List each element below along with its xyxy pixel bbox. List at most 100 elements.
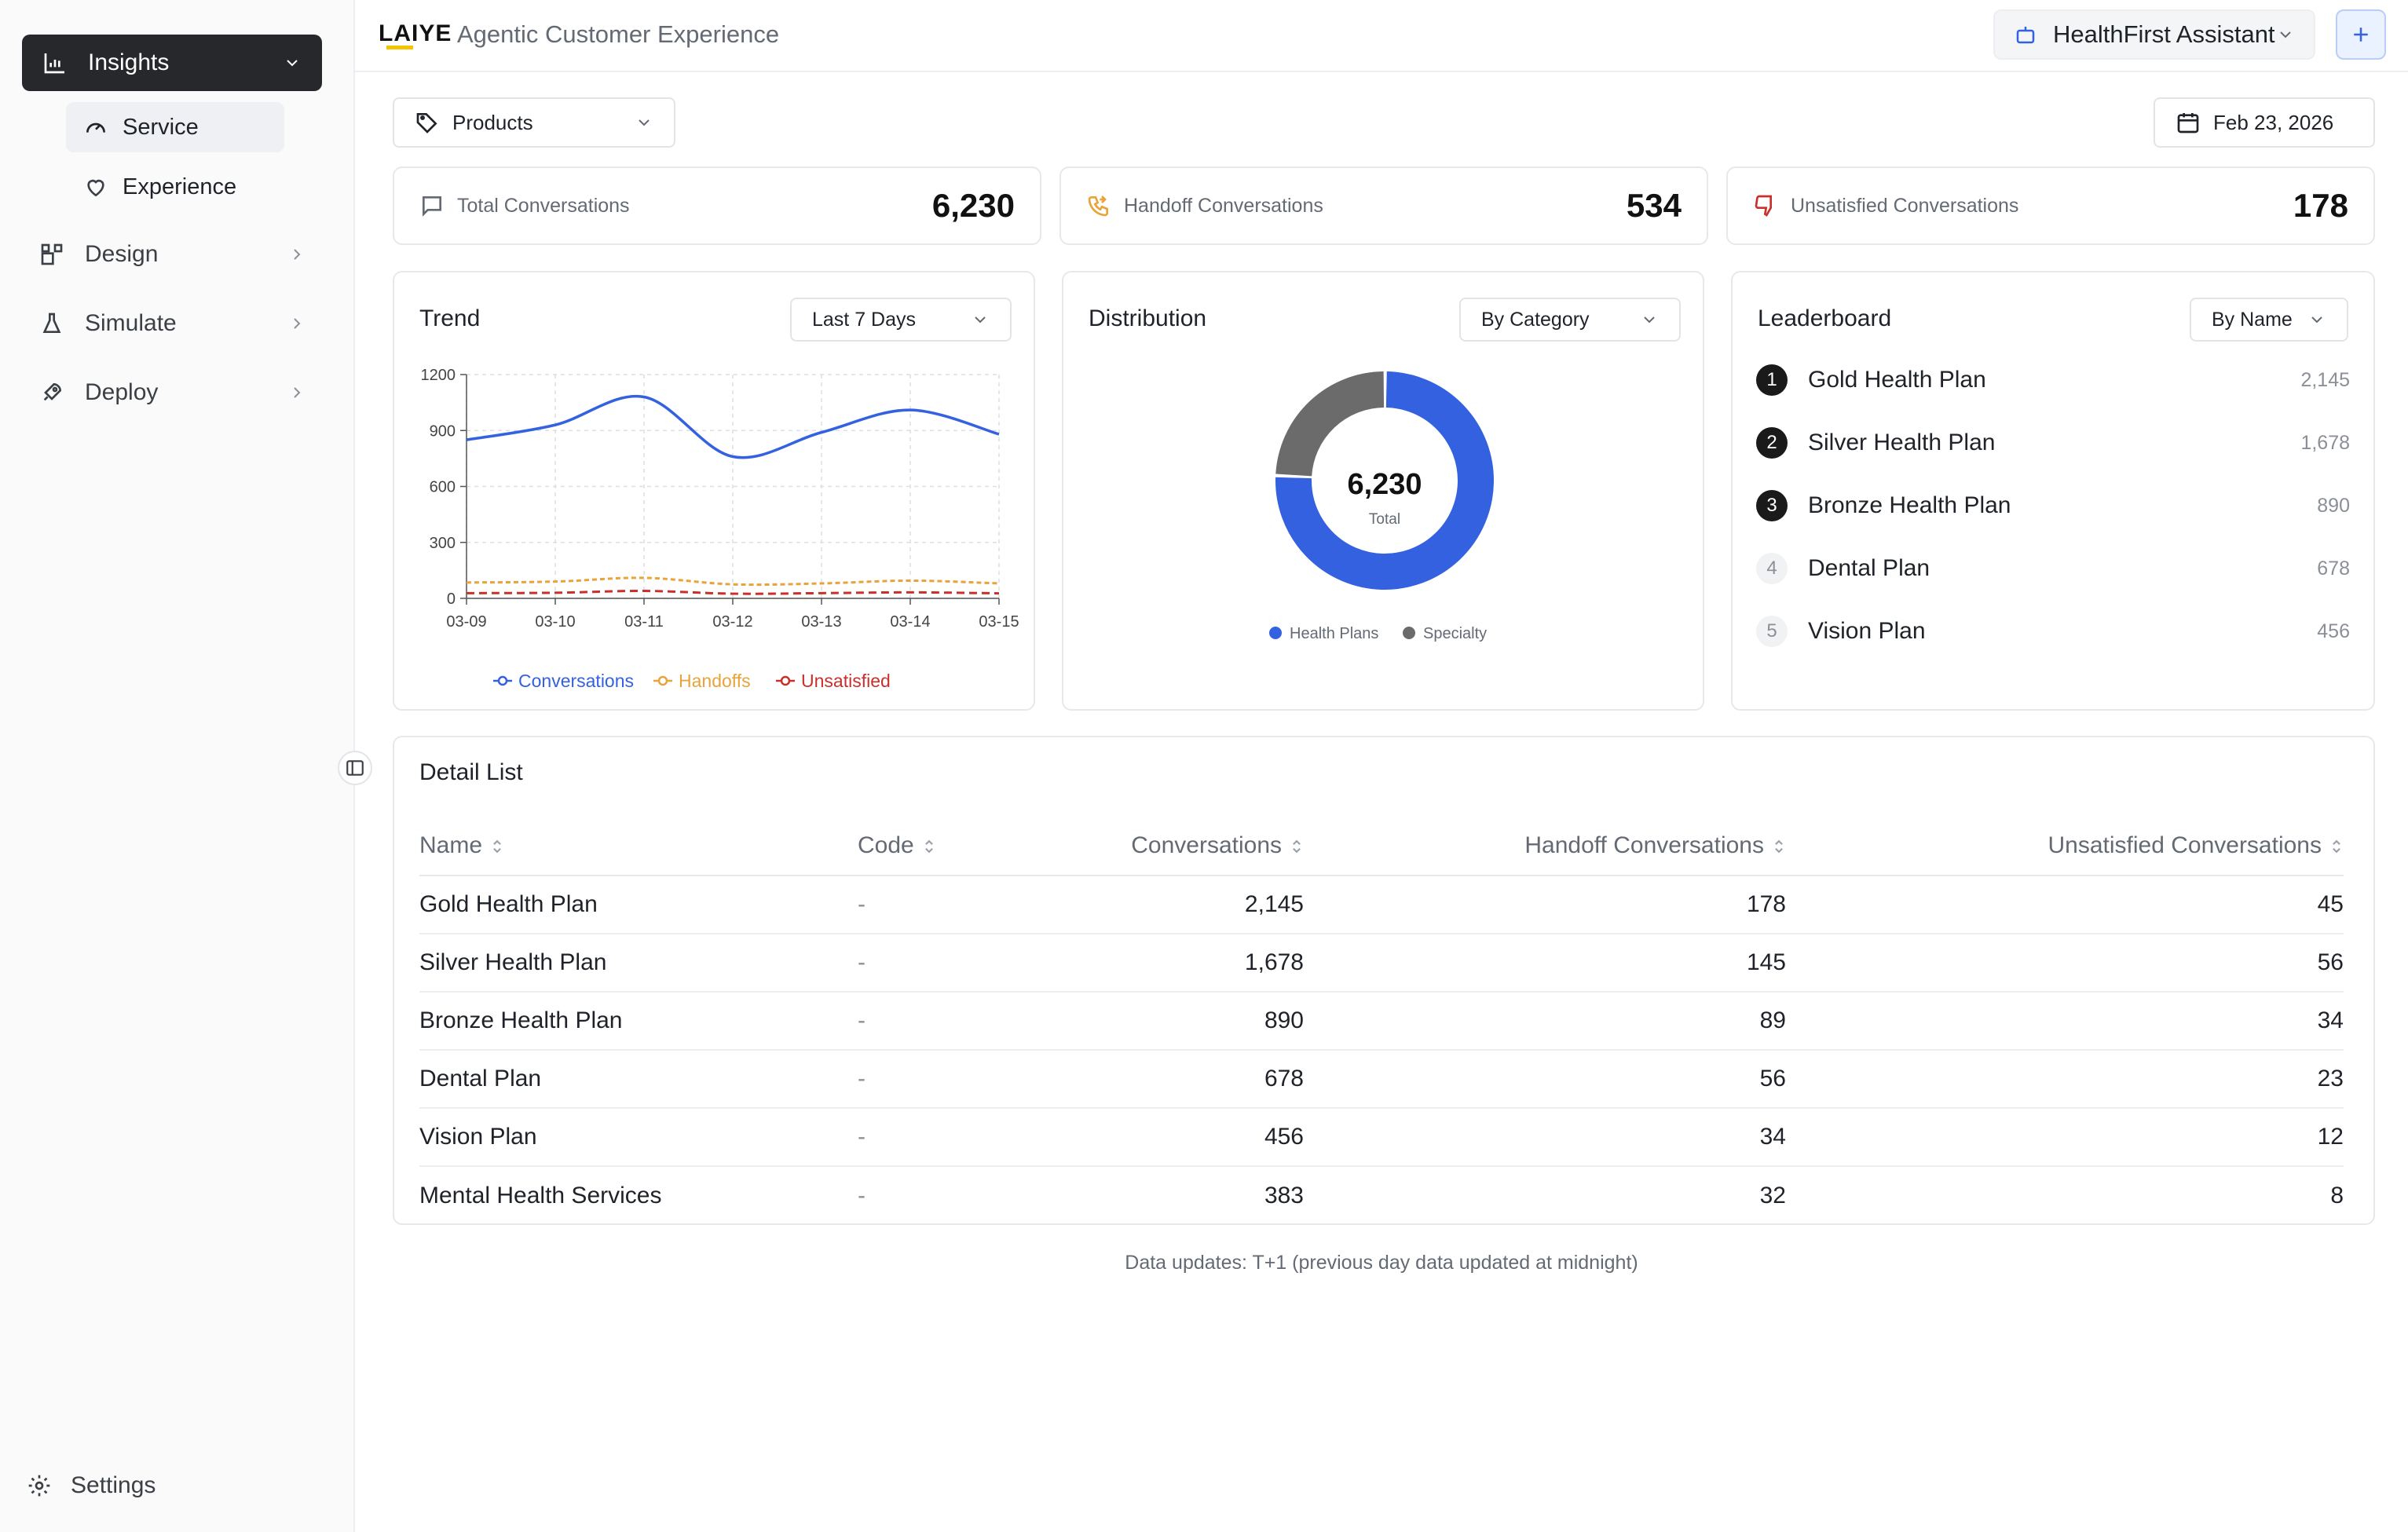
leaderboard-row: 3 Bronze Health Plan 890 [1756, 486, 2350, 525]
nav-simulate[interactable]: Simulate [39, 298, 306, 349]
cell-code: - [858, 1050, 999, 1109]
leaderboard-mode-label: By Name [2212, 308, 2293, 331]
y-tick-label: 900 [430, 422, 456, 440]
leaderboard-title: Leaderboard [1758, 305, 1892, 331]
cell-handoff: 145 [1304, 934, 1786, 993]
leaderboard-value: 1,678 [2300, 431, 2350, 454]
cell-name: Silver Health Plan [419, 934, 858, 993]
cell-unsatisfied: 56 [1786, 934, 2344, 993]
leaderboard-row: 4 Dental Plan 678 [1756, 549, 2350, 588]
column-header-conversations[interactable]: Conversations [999, 816, 1304, 876]
legend-marker [497, 675, 508, 686]
column-header-handoff[interactable]: Handoff Conversations [1304, 816, 1786, 876]
bar-chart-icon [44, 53, 64, 74]
table-row[interactable]: Silver Health Plan - 1,678 145 56 [419, 934, 2344, 993]
table-header-row: Name Code Conversations Handoff Conversa… [419, 816, 2344, 876]
leaderboard-name: Gold Health Plan [1808, 367, 1986, 393]
series-line-handoffs [466, 576, 1000, 587]
cell-unsatisfied: 23 [1786, 1050, 2344, 1109]
x-tick-label: 03-09 [446, 613, 486, 631]
legend-item-handoffs: Handoffs [653, 671, 751, 691]
y-tick-label: 1200 [421, 367, 456, 384]
distribution-mode-label: By Category [1481, 308, 1590, 331]
cell-conversations: 456 [999, 1108, 1304, 1167]
chevron-down-icon [975, 316, 986, 324]
column-header-code[interactable]: Code [858, 816, 999, 876]
stat-value: 534 [1626, 187, 1682, 224]
chevron-down-icon [287, 60, 298, 67]
assistant-selector[interactable]: HealthFirst Assistant [1993, 9, 2315, 60]
series-line-unsatisfied [466, 589, 1000, 595]
table-row[interactable]: Bronze Health Plan - 890 89 34 [419, 992, 2344, 1051]
thumbs-down-icon [1755, 195, 1772, 217]
legend-label: Unsatisfied [801, 671, 891, 691]
rank-badge: 1 [1756, 364, 1788, 396]
table-row[interactable]: Mental Health Services - 383 32 8 [419, 1166, 2344, 1224]
leaderboard-value: 2,145 [2300, 368, 2350, 391]
legend-dot [1269, 627, 1282, 639]
rank-badge: 4 [1756, 553, 1788, 584]
chevron-right-icon [294, 387, 301, 398]
leaderboard-name: Silver Health Plan [1808, 430, 1996, 455]
scope-dropdown-label: Products [452, 110, 533, 134]
cell-code: - [858, 1182, 865, 1208]
date-picker-label: Feb 23, 2026 [2213, 110, 2334, 134]
column-header-label: Handoff Conversations [1524, 832, 1764, 858]
date-picker[interactable]: Feb 23, 2026 [2154, 97, 2375, 148]
x-tick-label: 03-10 [535, 613, 575, 631]
sort-icon [2333, 839, 2340, 854]
leaderboard-name: Bronze Health Plan [1808, 492, 2011, 518]
cell-code: - [858, 1108, 999, 1167]
nav-design[interactable]: Design [39, 229, 306, 280]
y-tick-label: 600 [430, 479, 456, 496]
nav-experience[interactable]: Experience [66, 162, 284, 212]
series-line-conversations [466, 394, 1000, 459]
leaderboard-name: Dental Plan [1808, 555, 1930, 581]
nav-insights[interactable]: Insights [22, 35, 322, 91]
cell-unsatisfied: 45 [1786, 876, 2344, 934]
cell-conversations: 1,678 [999, 934, 1304, 993]
legend-label: Specialty [1423, 625, 1487, 642]
trend-title: Trend [419, 305, 481, 331]
distribution-mode-dropdown[interactable]: By Category [1459, 298, 1681, 342]
calendar-icon [2177, 113, 2199, 133]
distribution-card: Distribution By Category Health Plans Spe… [1062, 271, 1704, 711]
gear-icon [28, 1475, 50, 1497]
legend-item-conversations: Conversations [493, 671, 634, 691]
nav-experience-label: Experience [123, 174, 237, 199]
sort-icon [1293, 839, 1301, 854]
table-row[interactable]: Vision Plan - 456 34 12 [419, 1108, 2344, 1167]
leaderboard-mode-dropdown[interactable]: By Name [2190, 298, 2348, 342]
legend-item-health-plans: Health Plans [1269, 625, 1378, 642]
legend-item-unsatisfied: Unsatisfied [776, 671, 891, 691]
flask-icon [42, 313, 61, 333]
sidebar-collapse-button[interactable] [338, 751, 372, 785]
cell-handoff: 32 [1759, 1182, 1786, 1208]
table-row[interactable]: Dental Plan - 678 56 23 [419, 1050, 2344, 1109]
leaderboard-row: 5 Vision Plan 456 [1756, 612, 2350, 651]
legend-dot [1403, 627, 1415, 639]
column-header-label: Unsatisfied Conversations [2048, 832, 2322, 858]
leaderboard-value: 890 [2317, 494, 2350, 517]
nav-simulate-label: Simulate [85, 310, 177, 336]
nav-service[interactable]: Service [66, 102, 284, 152]
add-button[interactable] [2336, 9, 2386, 60]
nav-settings[interactable]: Settings [27, 1462, 156, 1509]
trend-range-dropdown[interactable]: Last 7 Days [790, 298, 1012, 342]
cell-handoff: 56 [1304, 1050, 1786, 1109]
distribution-title: Distribution [1089, 305, 1207, 331]
cell-name: Mental Health Services [419, 1182, 662, 1208]
leaderboard-card: Leaderboard By Name 1 Gold Health Plan 2… [1731, 271, 2375, 711]
nav-deploy[interactable]: Deploy [39, 367, 306, 418]
column-header-unsatisfied[interactable]: Unsatisfied Conversations [1786, 816, 2344, 876]
sort-icon [1775, 839, 1783, 854]
gauge-icon [86, 122, 105, 133]
legend-label: Conversations [518, 671, 634, 691]
brand-logo: LAIYE [379, 20, 452, 46]
scope-dropdown[interactable]: Products [393, 97, 675, 148]
app-title: Agentic Customer Experience [457, 20, 780, 48]
chevron-right-icon [294, 249, 301, 260]
column-header-name[interactable]: Name [419, 816, 858, 876]
table-row[interactable]: Gold Health Plan - 2,145 178 45 [419, 876, 2344, 934]
